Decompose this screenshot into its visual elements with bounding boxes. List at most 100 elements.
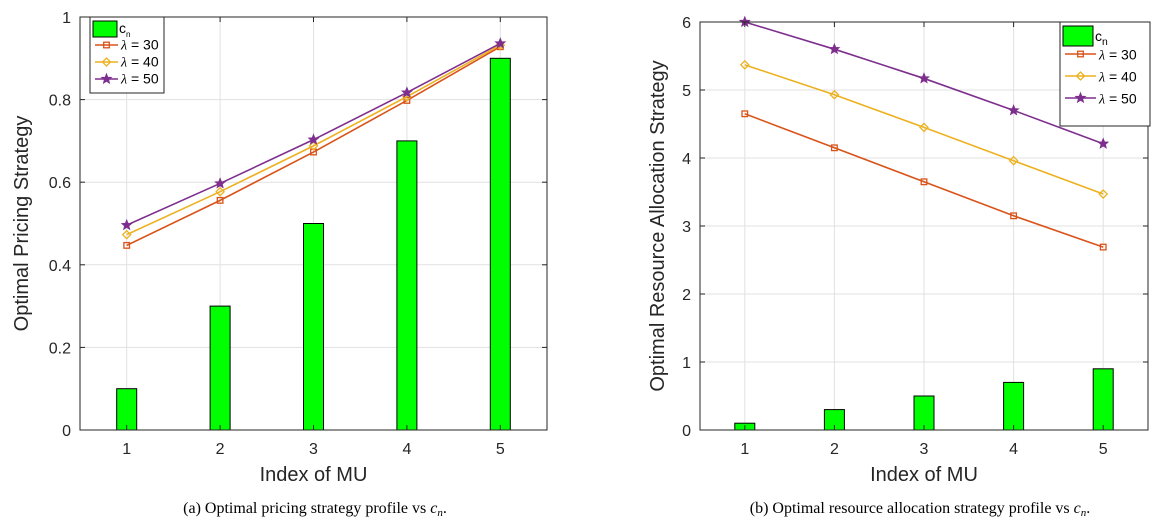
x-tick-label: 5 [496, 441, 505, 458]
x-tick-label: 4 [1009, 441, 1018, 458]
data-point-marker [741, 110, 749, 118]
x-tick-label: 4 [402, 441, 411, 458]
data-point-marker [1097, 137, 1110, 149]
data-point-marker [400, 86, 413, 98]
legend-swatch-cn [92, 20, 118, 38]
legend-label-cn-base: c [119, 20, 126, 36]
legend-marker [103, 41, 110, 49]
legend: cnλ = 30λ = 40λ = 50 [1059, 21, 1151, 127]
legend-label-cn: cn [119, 20, 131, 39]
legend-lambda-value: = 30 [127, 36, 159, 52]
legend-label-lambda: λ = 40 [120, 53, 159, 70]
y-tick-label: 5 [682, 83, 691, 100]
x-tick-label: 1 [122, 441, 131, 458]
data-point-marker [1007, 104, 1020, 116]
series-line [744, 113, 1104, 248]
y-tick-label: 0 [682, 423, 691, 440]
legend-lambda-symbol: λ [120, 55, 127, 70]
y-tick-label: 0.4 [49, 258, 71, 275]
y-tick-label: 0 [62, 423, 71, 440]
bar-mu-1 [116, 388, 138, 431]
legend-swatch-cn [1062, 25, 1094, 47]
y-tick-label: 0.8 [49, 93, 71, 110]
series-line [126, 44, 501, 236]
legend-label-lambda: λ = 30 [1098, 47, 1137, 64]
legend-marker [1074, 91, 1087, 104]
line-series-lambda-40 [739, 59, 1109, 199]
legend-lambda-value: = 50 [127, 70, 159, 86]
data-point-marker [830, 144, 838, 152]
x-axis: 1 2 3 4 5 Index of MU [740, 22, 1108, 486]
caption-text: (a) Optimal pricing strategy profile vs [183, 500, 430, 517]
legend-marker [1075, 71, 1086, 81]
data-point-marker [307, 133, 320, 145]
data-point-marker [215, 186, 226, 197]
legend-marker [1077, 50, 1084, 58]
chart-panel-b: 1 2 3 4 5 Index of MU 0 1 2 3 4 5 6 Optimal Resource … [647, 15, 1151, 519]
x-tick-label: 1 [740, 441, 749, 458]
data-point-marker [1098, 189, 1109, 199]
legend-lambda-symbol: λ [1098, 71, 1105, 86]
legend-label-lambda: λ = 50 [1098, 91, 1137, 108]
data-point-marker [917, 72, 931, 84]
caption-suffix: . [443, 500, 447, 517]
caption-var: c [1074, 500, 1081, 517]
data-point-marker [403, 96, 411, 104]
data-point-marker [739, 59, 750, 70]
caption-var: c [430, 500, 437, 517]
chart-panel-a: 1 2 3 4 5 Index of MU 0 0.2 0.4 0.6 0.8 1 Optimal Pr… [11, 10, 548, 519]
legend-lambda-symbol: λ [120, 38, 127, 53]
data-point-marker [919, 122, 929, 133]
y-tick-label: 1 [682, 355, 691, 372]
legend-marker [100, 72, 113, 85]
data-point-marker [121, 229, 132, 240]
legend-label-lambda: λ = 40 [1098, 69, 1137, 86]
legend-lambda-symbol: λ [1098, 49, 1105, 64]
y-tick-label: 3 [682, 219, 691, 236]
legend-label-lambda: λ = 30 [120, 36, 159, 53]
legend-lambda-value: = 30 [1105, 47, 1137, 63]
y-tick-label: 4 [682, 151, 691, 168]
legend-lambda-symbol: λ [1098, 93, 1105, 108]
bar-mu-5 [489, 57, 511, 431]
x-axis: 1 2 3 4 5 Index of MU [122, 17, 505, 486]
caption-var-sub: n [1081, 507, 1087, 519]
y-tick-label: 1 [62, 10, 71, 27]
panel-caption: (a) Optimal pricing strategy profile vs … [183, 500, 447, 519]
legend-label-lambda: λ = 50 [120, 70, 159, 87]
legend-marker [101, 57, 112, 67]
line-series-lambda-50 [120, 37, 507, 231]
legend: cnλ = 30λ = 40λ = 50 [89, 16, 165, 94]
caption-suffix: . [1086, 500, 1090, 517]
bar-mu-3 [913, 395, 935, 431]
y-tick-label: 0.2 [49, 340, 71, 357]
caption-text: (b) Optimal resource allocation strategy… [750, 500, 1074, 517]
x-tick-label: 5 [1099, 441, 1108, 458]
y-tick-label: 2 [682, 287, 691, 304]
y-tick-label: 0.6 [49, 175, 71, 192]
data-point-marker [120, 218, 133, 231]
legend-label-cn-base: c [1095, 28, 1102, 44]
legend-label-cn-sub: n [1102, 37, 1108, 48]
legend-lambda-symbol: λ [120, 72, 127, 87]
legend-lambda-value: = 40 [127, 53, 159, 69]
data-point-marker [1099, 243, 1107, 251]
y-axis-label: Optimal Pricing Strategy [11, 116, 33, 332]
x-axis-label: Index of MU [260, 464, 368, 486]
x-tick-label: 2 [830, 441, 839, 458]
legend-lambda-value: = 40 [1105, 69, 1137, 85]
data-point-marker [828, 42, 841, 55]
bar-mu-3 [303, 223, 324, 431]
bar-mu-4 [1003, 381, 1025, 431]
legend-label-cn-sub: n [126, 30, 131, 39]
data-point-marker [829, 89, 840, 100]
caption-var-sub: n [437, 507, 443, 519]
series-line [126, 46, 501, 247]
x-axis-label: Index of MU [870, 464, 978, 486]
y-axis-label: Optimal Resource Allocation Strategy [647, 60, 669, 391]
legend-label-cn: cn [1095, 28, 1108, 48]
bar-mu-4 [396, 140, 418, 431]
x-tick-label: 3 [309, 441, 318, 458]
legend-lambda-value: = 50 [1105, 91, 1137, 107]
